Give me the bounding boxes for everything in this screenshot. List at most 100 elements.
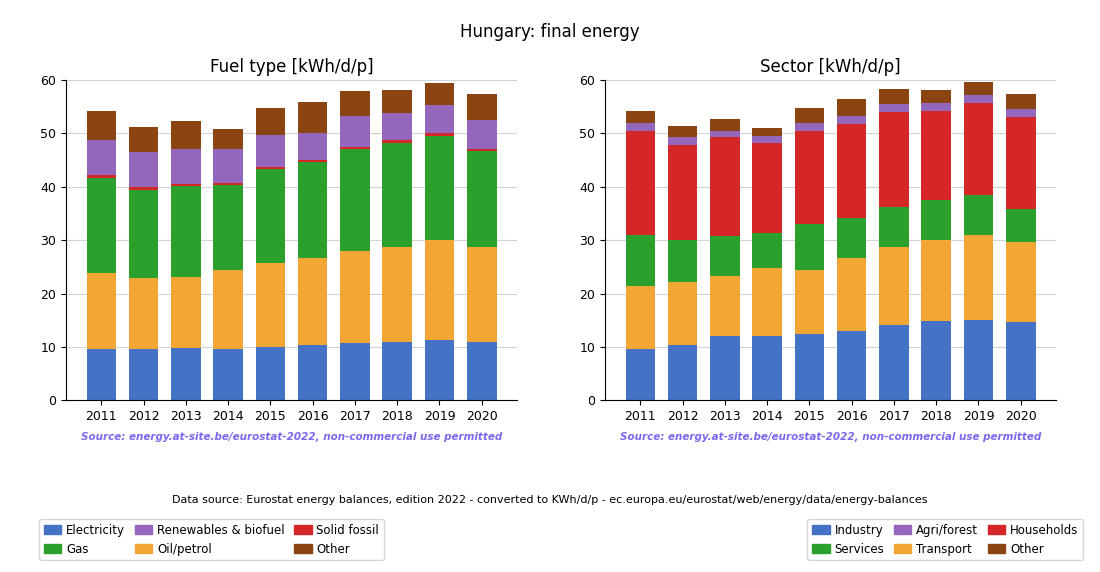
Bar [87,348,117,400]
Bar [466,94,496,120]
Bar [1005,209,1035,243]
Bar [340,147,370,149]
Bar [794,123,824,131]
Bar [879,324,909,400]
Bar [170,121,200,149]
Bar [752,268,782,336]
Bar [213,129,243,149]
Bar [170,348,200,400]
Bar [710,276,739,336]
Bar [340,149,370,251]
Bar [710,236,739,276]
Bar [668,137,697,145]
Bar [383,341,412,400]
Bar [466,151,496,247]
Bar [255,166,285,169]
Bar [466,149,496,151]
Bar [383,90,412,113]
Bar [87,273,117,348]
Bar [922,321,952,400]
Bar [1005,117,1035,209]
Bar [129,188,158,190]
Bar [794,224,824,269]
Bar [255,108,285,134]
Bar [752,128,782,136]
Legend: Industry, Services, Agri/forest, Transport, Households, Other: Industry, Services, Agri/forest, Transpo… [807,519,1084,561]
Bar [340,343,370,400]
Bar [340,116,370,147]
Text: Source: energy.at-site.be/eurostat-2022, non-commercial use permitted: Source: energy.at-site.be/eurostat-2022,… [81,432,502,442]
Bar [255,347,285,400]
Bar [879,247,909,324]
Bar [425,133,454,136]
Bar [837,116,867,124]
Bar [964,320,993,400]
Bar [213,269,243,348]
Bar [668,283,697,345]
Bar [922,103,952,110]
Text: Hungary: final energy: Hungary: final energy [460,23,640,41]
Bar [837,218,867,258]
Bar [922,110,952,200]
Bar [964,103,993,195]
Bar [170,276,200,348]
Bar [837,331,867,400]
Bar [383,140,412,142]
Bar [129,348,158,400]
Bar [466,247,496,341]
Bar [213,149,243,182]
Bar [752,233,782,268]
Bar [752,136,782,142]
Bar [626,110,656,123]
Bar [213,182,243,185]
Bar [129,190,158,277]
Bar [964,235,993,320]
Bar [340,251,370,343]
Bar [668,126,697,137]
Bar [170,186,200,276]
Bar [298,259,328,345]
Bar [213,348,243,400]
Bar [626,123,656,131]
Bar [794,269,824,333]
Bar [837,258,867,331]
Bar [626,235,656,285]
Bar [255,169,285,263]
Bar [626,348,656,400]
Bar [964,82,993,95]
Bar [922,200,952,240]
Legend: Electricity, Gas, Renewables & biofuel, Oil/petrol, Solid fossil, Other: Electricity, Gas, Renewables & biofuel, … [39,519,384,561]
Title: Fuel type [kWh/d/p]: Fuel type [kWh/d/p] [210,58,373,76]
Bar [383,247,412,341]
Bar [752,336,782,400]
Bar [298,102,328,133]
Bar [1005,94,1035,109]
Bar [87,178,117,273]
Bar [340,91,370,116]
Bar [964,195,993,235]
Bar [710,131,739,137]
Title: Sector [kWh/d/p]: Sector [kWh/d/p] [760,58,901,76]
Bar [1005,109,1035,117]
Bar [129,126,158,152]
Bar [1005,322,1035,400]
Text: Source: energy.at-site.be/eurostat-2022, non-commercial use permitted: Source: energy.at-site.be/eurostat-2022,… [620,432,1041,442]
Bar [710,118,739,131]
Bar [879,206,909,247]
Bar [298,345,328,400]
Bar [425,136,454,240]
Bar [922,240,952,321]
Bar [170,184,200,186]
Bar [879,112,909,206]
Bar [87,174,117,178]
Bar [298,160,328,162]
Bar [466,341,496,400]
Bar [1005,243,1035,322]
Bar [626,131,656,235]
Bar [425,105,454,133]
Text: Data source: Eurostat energy balances, edition 2022 - converted to KWh/d/p - ec.: Data source: Eurostat energy balances, e… [173,495,927,505]
Bar [298,133,328,160]
Bar [425,240,454,340]
Bar [87,110,117,140]
Bar [794,131,824,224]
